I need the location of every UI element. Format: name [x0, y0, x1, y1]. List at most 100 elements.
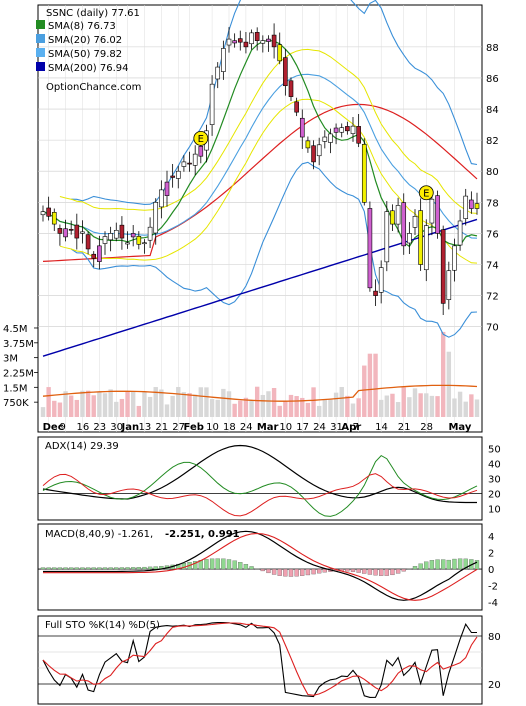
candlestick: [46, 207, 51, 217]
volume-bar: [407, 397, 412, 417]
x-tick-label: 21: [398, 422, 411, 433]
stochastic-tick-label: 80: [488, 632, 501, 643]
macd-histogram-bar: [85, 567, 91, 570]
x-tick-label: 24: [313, 422, 326, 433]
volume-bar: [254, 386, 260, 417]
macd-histogram-bar: [57, 567, 63, 570]
legend-label: SMA(20) 76.02: [48, 35, 122, 46]
macd-histogram-bar: [74, 567, 79, 570]
volume-bar: [345, 395, 350, 417]
macd-histogram-bar: [226, 559, 232, 570]
macd-histogram-bar: [238, 562, 243, 570]
volume-bar: [119, 398, 125, 417]
volume-bar: [209, 399, 215, 417]
candlestick: [85, 234, 91, 250]
volume-bar: [40, 407, 46, 417]
candlestick: [412, 216, 418, 228]
envelope-lower-line: [59, 98, 478, 264]
candlestick: [209, 83, 215, 125]
x-tick-label: Apr: [341, 422, 361, 433]
macd-histogram-bar: [384, 568, 389, 576]
candlestick: [345, 126, 350, 132]
macd-label: MACD(8,40,9) -1.261,: [45, 529, 153, 540]
volume-bar: [249, 400, 254, 417]
macd-histogram-bar: [446, 559, 451, 570]
volume-bar: [266, 391, 271, 417]
volume-bar: [300, 397, 305, 417]
macd-histogram-bar: [80, 567, 85, 570]
volume-bar: [457, 391, 463, 417]
stochastic-d-line: [42, 622, 478, 696]
volume-bar: [232, 403, 237, 417]
volume-bar: [57, 402, 63, 417]
macd-histogram-bar: [181, 563, 187, 570]
macd-histogram-bar: [288, 568, 294, 577]
macd-tick-label: 2: [488, 549, 494, 560]
macd-histogram-bar: [63, 567, 68, 570]
price-tick-label: 76: [486, 229, 499, 240]
candlestick: [378, 267, 384, 293]
macd-histogram-bar: [283, 568, 288, 577]
candlestick: [153, 202, 159, 234]
candlestick: [440, 229, 446, 304]
macd-histogram-bar: [271, 568, 277, 575]
earnings-marker-letter: E: [198, 134, 204, 145]
x-tick-label: 17: [296, 422, 309, 433]
candlestick: [175, 170, 181, 179]
macd-tick-label: 4: [488, 532, 494, 543]
candlestick: [339, 127, 345, 133]
macd-histogram-bar: [46, 567, 51, 570]
candlestick: [108, 233, 113, 241]
macd-histogram-bar: [435, 559, 440, 570]
volume-bar: [114, 401, 119, 417]
candlestick: [181, 161, 187, 167]
volume-bar: [46, 387, 51, 417]
x-tick-label: May: [448, 422, 471, 433]
candlestick: [356, 126, 361, 144]
earnings-marker-circle: [193, 130, 209, 146]
volume-bar: [395, 402, 401, 417]
volume-bar: [305, 402, 311, 417]
macd-histogram-bar: [260, 568, 265, 572]
volume-bar: [452, 398, 457, 417]
x-tick-label: 27: [172, 422, 185, 433]
volume-bar: [316, 405, 322, 417]
candlestick: [249, 32, 254, 45]
legend-swatch: [36, 48, 45, 57]
legend-swatch: [36, 62, 45, 71]
candlestick: [130, 233, 136, 238]
candlestick: [283, 57, 288, 87]
macd-histogram-bar: [215, 558, 220, 570]
candlestick: [198, 146, 204, 157]
candlestick: [226, 38, 232, 46]
macd-tick-label: 0: [488, 565, 494, 576]
price-tick-label: 70: [486, 323, 499, 334]
candlestick: [294, 101, 299, 113]
x-tick-label: 23: [93, 422, 106, 433]
macd-histogram-bar: [69, 567, 74, 570]
candlestick: [243, 41, 249, 48]
earnings-marker-letter: E: [423, 188, 429, 199]
price-tick-label: 82: [486, 136, 499, 147]
earnings-marker: E: [193, 130, 209, 146]
bollinger-upper-line: [71, 0, 478, 205]
price-tick-label: 72: [486, 292, 499, 303]
earnings-marker: E: [418, 185, 434, 201]
candlestick: [361, 144, 367, 203]
x-tick-label: 18: [223, 422, 236, 433]
volume-bar: [238, 400, 243, 417]
x-tick-label: 10: [206, 422, 219, 433]
candlestick: [51, 212, 57, 225]
price-tick-label: 74: [486, 261, 499, 272]
macd-histogram-bar: [424, 561, 429, 570]
macd-histogram-bar: [114, 567, 119, 570]
volume-bar: [108, 389, 113, 417]
volume-bar: [350, 403, 356, 417]
volume-bar: [367, 353, 373, 417]
macd-histogram-bar: [153, 566, 158, 570]
candlestick: [305, 140, 311, 149]
macd-histogram-bar: [311, 568, 316, 575]
earnings-marker-circle: [418, 185, 434, 201]
candlestick: [142, 242, 147, 245]
volume-bar: [187, 393, 192, 417]
